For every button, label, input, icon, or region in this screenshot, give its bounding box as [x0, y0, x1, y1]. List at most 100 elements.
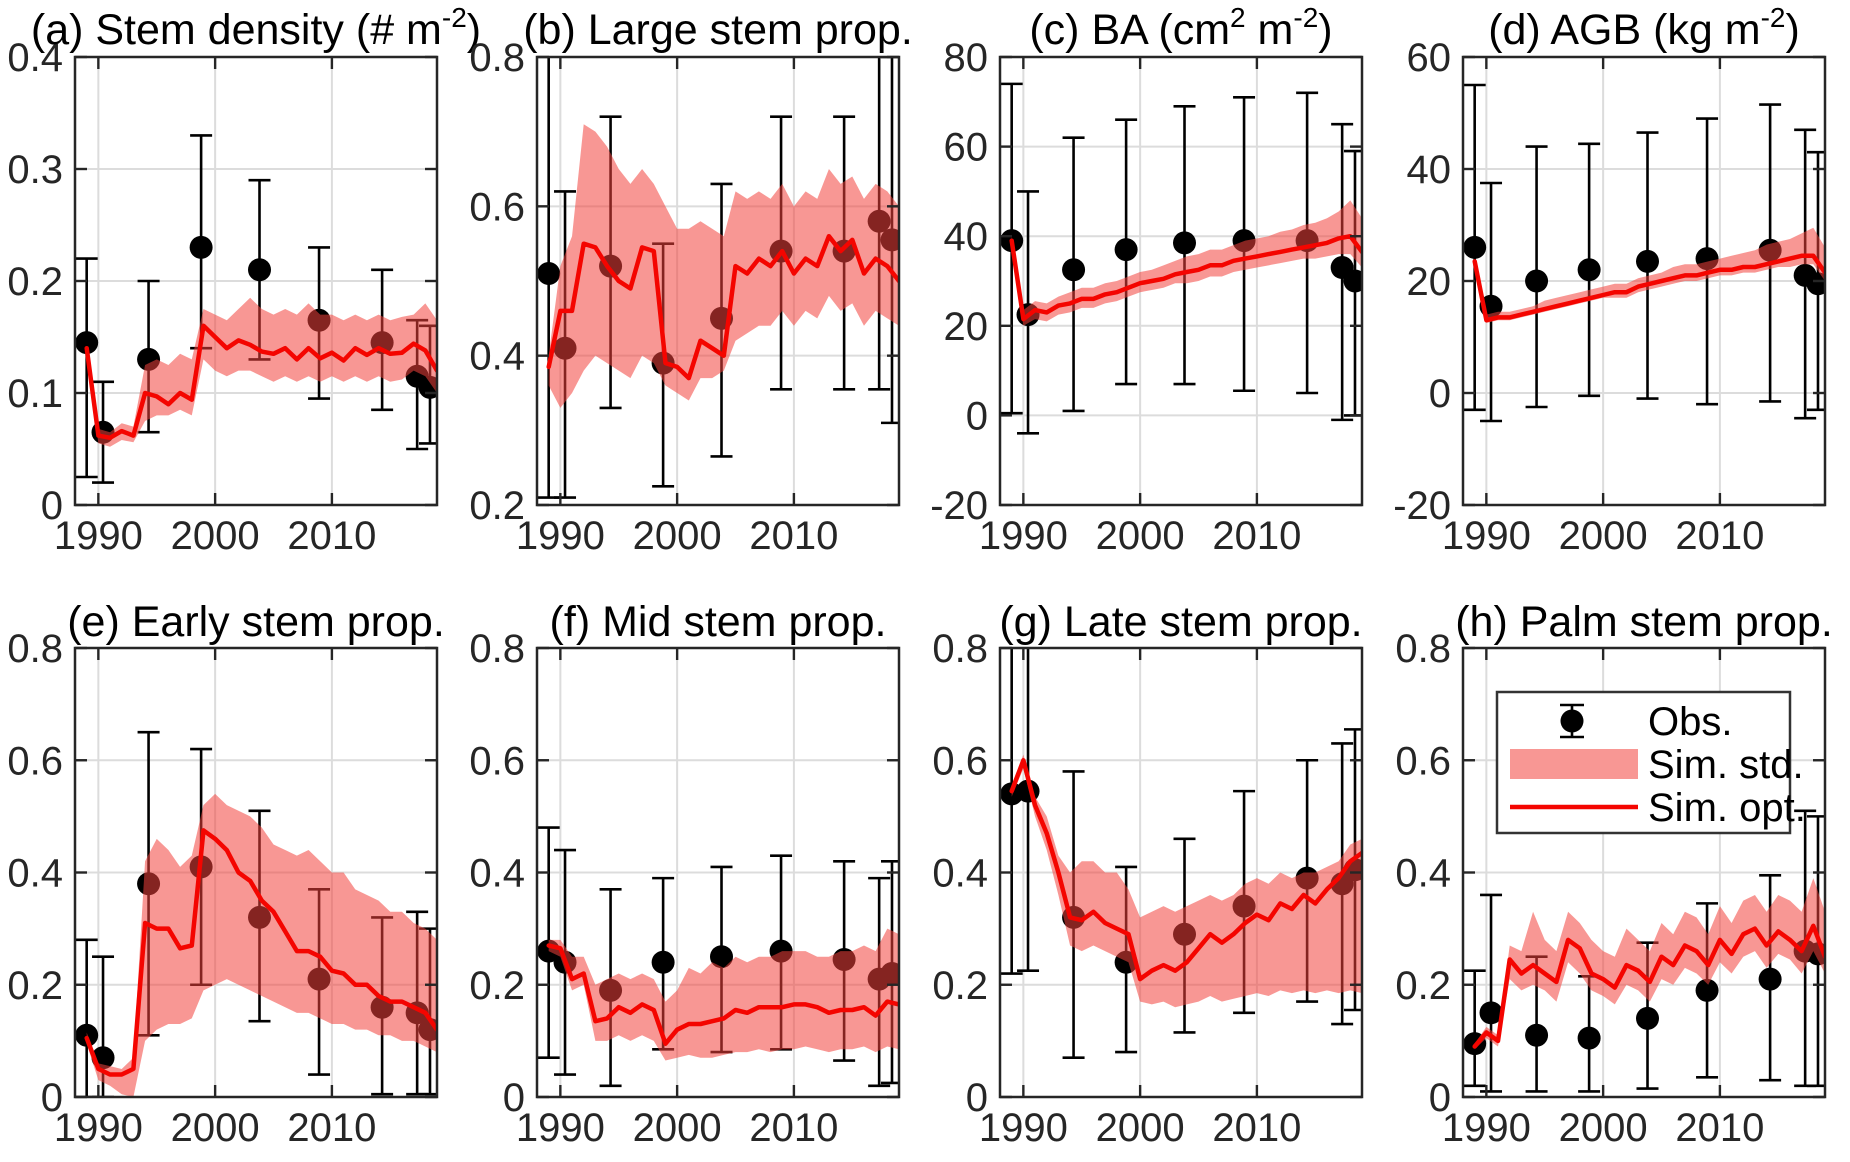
sim-opt-line	[546, 943, 899, 1046]
obs-point	[1636, 249, 1660, 273]
plot-data	[1463, 83, 1825, 423]
panel-title: (a) Stem density (# m-2)	[31, 2, 481, 54]
sim-opt-line	[1009, 233, 1362, 322]
y-tick-label: 0.2	[1395, 964, 1451, 1008]
y-tick-label: 0.6	[932, 739, 988, 783]
x-tick-label: 2010	[1675, 1106, 1764, 1150]
sim-std-band	[548, 124, 899, 408]
sim-opt-line	[84, 828, 437, 1077]
panel-title-text: )	[467, 6, 481, 54]
panel-title-text: )	[1785, 6, 1799, 54]
x-tick-label: 1990	[516, 514, 605, 558]
panel-title: (h) Palm stem prop.	[1455, 598, 1833, 646]
sim-opt-line	[1009, 758, 1362, 982]
y-tick-label: 0	[966, 394, 988, 438]
panel-title-text: )	[1318, 6, 1332, 54]
sim-std-band	[1011, 754, 1362, 1008]
obs-point	[1173, 231, 1197, 255]
axis-box	[998, 55, 1364, 507]
y-tick-label: 0.1	[7, 372, 63, 416]
obs-point	[1525, 1023, 1549, 1047]
legend-label-sim-std: Sim. std.	[1648, 743, 1804, 787]
y-tick-label: 0.4	[7, 36, 63, 80]
sim-std-band	[548, 928, 899, 1061]
obs-point	[1479, 1001, 1503, 1025]
y-tick-label: -20	[1393, 484, 1451, 528]
sim-std-band	[1474, 227, 1825, 323]
y-tick-label: 0.2	[932, 964, 988, 1008]
y-tick-label: 0	[966, 1076, 988, 1120]
y-tick-label: 0	[41, 484, 63, 528]
obs-point	[1577, 258, 1601, 282]
obs-point	[1525, 269, 1549, 293]
obs-point	[1463, 235, 1487, 259]
x-tick-label: 1990	[1442, 514, 1531, 558]
obs-errorbar	[75, 257, 98, 479]
y-tick-label: 0.6	[469, 739, 525, 783]
sim-opt-line	[84, 323, 437, 441]
y-tick-label: 20	[1407, 260, 1452, 304]
panel-g: 1990 2000 2010 0 0.2 0.4 0.6 0.8(g) Late stem p…	[932, 598, 1364, 1150]
panel-title-text: (g) Late stem prop.	[999, 598, 1362, 646]
y-tick-label: 0	[503, 1076, 525, 1120]
sim-std-band	[1011, 200, 1362, 326]
panel-d: 1990 2000 2010 -20 0 20 40 60 (d) AGB (kg m-2)	[1393, 2, 1827, 558]
y-tick-label: 0.4	[469, 335, 525, 379]
obs-point	[537, 262, 561, 286]
x-tick-label: 2010	[1212, 1106, 1301, 1150]
x-tick-label: 2010	[1675, 514, 1764, 558]
y-tick-label: 60	[944, 126, 989, 170]
y-tick-label: 0.2	[7, 260, 63, 304]
sim-std-band	[86, 793, 437, 1097]
obs-point	[75, 331, 99, 355]
sim-opt-line	[546, 233, 899, 381]
panel-a: 1990 2000 2010 0 0.1 0.2 0.3 0.4(a) Stem densit…	[7, 2, 481, 558]
panel-title-superscript: -2	[1761, 2, 1786, 33]
x-tick-label: 2000	[633, 1106, 722, 1150]
sim-std-band	[86, 297, 437, 447]
x-tick-label: 2000	[1559, 1106, 1648, 1150]
y-tick-label: 0.4	[932, 852, 988, 896]
x-tick-label: 2010	[1212, 514, 1301, 558]
obs-point	[1114, 238, 1138, 262]
panel-title-text: (e) Early stem prop.	[67, 598, 445, 646]
legend-label-sim-opt: Sim. opt.	[1648, 786, 1806, 830]
panel-e: 1990 2000 2010 0 0.2 0.4 0.6 0.8(e) Early stem …	[7, 598, 444, 1150]
obs-point	[1343, 269, 1362, 293]
panel-title: (f) Mid stem prop.	[550, 598, 887, 646]
y-tick-label: -20	[930, 484, 988, 528]
panel-title-superscript: -2	[1293, 2, 1318, 33]
x-tick-label: 1990	[54, 1106, 143, 1150]
x-tick-label: 1990	[516, 1106, 605, 1150]
panel-title: (e) Early stem prop.	[67, 598, 445, 646]
y-tick-label: 20	[944, 305, 989, 349]
x-tick-label: 2010	[287, 514, 376, 558]
obs-errorbar	[75, 938, 98, 1097]
panel-title-text: (b) Large stem prop.	[523, 6, 913, 54]
panel-title-text: (d) AGB (kg m	[1488, 6, 1760, 54]
plot-data	[1000, 82, 1362, 435]
axis-box	[535, 55, 901, 507]
x-tick-label: 2000	[633, 514, 722, 558]
x-tick-label: 2010	[749, 514, 838, 558]
y-tick-label: 40	[1407, 148, 1452, 192]
x-tick-label: 2000	[1096, 514, 1185, 558]
plot-data	[75, 730, 437, 1097]
x-tick-label: 2000	[171, 1106, 260, 1150]
obs-point	[1577, 1026, 1601, 1050]
plot-data	[75, 134, 437, 484]
obs-point	[710, 945, 734, 969]
obs-point	[1636, 1006, 1660, 1030]
y-tick-label: 0.4	[1395, 852, 1451, 896]
y-tick-label: 0.2	[469, 484, 525, 528]
y-tick-label: 0.8	[1395, 627, 1451, 671]
panel-title-text: (c) BA (cm	[1029, 6, 1230, 54]
x-tick-label: 2010	[749, 1106, 838, 1150]
y-tick-label: 60	[1407, 36, 1452, 80]
y-tick-label: 40	[944, 215, 989, 259]
y-tick-label: 0	[41, 1076, 63, 1120]
plot-data	[1463, 809, 1825, 1093]
y-tick-label: 0.4	[469, 852, 525, 896]
plot-data	[537, 57, 899, 499]
